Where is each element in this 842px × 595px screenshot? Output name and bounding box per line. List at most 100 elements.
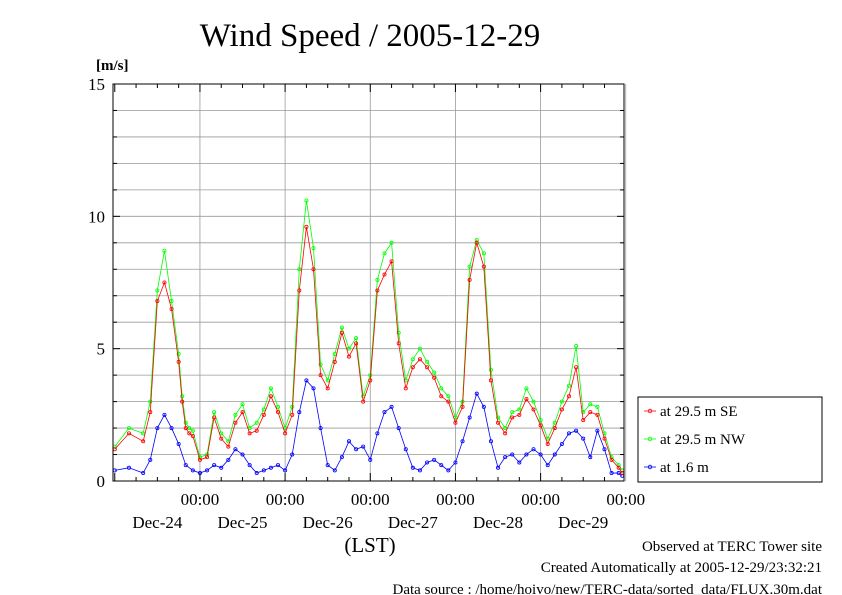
- x-day-label: Dec-26: [303, 513, 353, 532]
- data-point: [453, 460, 458, 465]
- data-point: [183, 463, 188, 468]
- data-point: [311, 246, 316, 251]
- data-point: [240, 410, 245, 415]
- data-point: [311, 267, 316, 272]
- data-point: [474, 238, 479, 243]
- data-point: [169, 306, 174, 311]
- data-point: [389, 259, 394, 264]
- data-point: [588, 410, 593, 415]
- data-point: [187, 431, 192, 436]
- data-point: [332, 359, 337, 364]
- data-point: [602, 447, 607, 452]
- data-point: [588, 402, 593, 407]
- data-point: [382, 251, 387, 256]
- data-point: [574, 428, 579, 433]
- data-point: [368, 378, 373, 383]
- data-point: [425, 460, 430, 465]
- data-point: [538, 423, 543, 428]
- data-point: [361, 444, 366, 449]
- chart-title: Wind Speed / 2005-12-29: [200, 18, 541, 54]
- data-point: [219, 436, 224, 441]
- data-point: [460, 404, 465, 409]
- data-point: [261, 412, 266, 417]
- data-point: [205, 455, 210, 460]
- data-point: [616, 465, 621, 470]
- data-point: [339, 330, 344, 335]
- data-point: [481, 251, 486, 256]
- x-day-label: Dec-24: [132, 513, 183, 532]
- data-point: [510, 415, 515, 420]
- data-point: [318, 426, 323, 431]
- data-point: [552, 452, 557, 457]
- data-point: [439, 394, 444, 399]
- data-point: [126, 431, 131, 436]
- data-point: [346, 354, 351, 359]
- data-point: [410, 365, 415, 370]
- data-point: [559, 399, 564, 404]
- data-point: [417, 468, 422, 473]
- x-tick-label: 00:00: [181, 490, 220, 509]
- data-point: [283, 431, 288, 436]
- data-point: [481, 404, 486, 409]
- data-point: [609, 457, 614, 462]
- data-point: [240, 452, 245, 457]
- data-point: [339, 325, 344, 330]
- data-point: [531, 399, 536, 404]
- y-tick-label: 0: [97, 472, 106, 491]
- data-point: [247, 463, 252, 468]
- data-point: [283, 468, 288, 473]
- legend-box: [637, 396, 823, 483]
- data-point: [574, 344, 579, 349]
- data-point: [496, 465, 501, 470]
- series-layer: [112, 198, 625, 478]
- data-point: [162, 280, 167, 285]
- data-point: [439, 386, 444, 391]
- footer-observed: Observed at TERC Tower site: [642, 539, 822, 555]
- data-point: [552, 426, 557, 431]
- data-point: [375, 431, 380, 436]
- data-point: [247, 431, 252, 436]
- data-point: [538, 418, 543, 423]
- data-point: [517, 460, 522, 465]
- data-point: [368, 457, 373, 462]
- x-day-label: Dec-27: [388, 513, 439, 532]
- data-point: [304, 198, 309, 203]
- data-point: [318, 373, 323, 378]
- data-point: [212, 463, 217, 468]
- data-point: [467, 264, 472, 269]
- data-point: [276, 410, 281, 415]
- data-point: [595, 404, 600, 409]
- data-point: [226, 457, 231, 462]
- data-point: [325, 386, 330, 391]
- axes: 0 5 10 15 00:00 Dec-24 00:00 Dec-25 00:00 Dec-26 0…: [88, 75, 645, 532]
- data-point: [566, 383, 571, 388]
- data-point: [339, 455, 344, 460]
- data-point: [361, 399, 366, 404]
- x-day-label: Dec-28: [473, 513, 523, 532]
- x-day-label: Dec-25: [218, 513, 268, 532]
- data-point: [205, 468, 210, 473]
- data-point: [517, 407, 522, 412]
- x-day-label: Dec-29: [558, 513, 608, 532]
- x-axis-label: (LST): [344, 533, 395, 557]
- data-point: [176, 441, 181, 446]
- data-point: [503, 455, 508, 460]
- data-point: [311, 386, 316, 391]
- data-point: [417, 346, 422, 351]
- data-point: [318, 362, 323, 367]
- data-point: [354, 341, 359, 346]
- data-point: [595, 428, 600, 433]
- data-point: [325, 378, 330, 383]
- data-point: [410, 465, 415, 470]
- data-point: [410, 357, 415, 362]
- data-point: [190, 434, 195, 439]
- data-point: [581, 418, 586, 423]
- data-point: [297, 267, 302, 272]
- data-point: [183, 420, 188, 425]
- data-point: [503, 431, 508, 436]
- series-line-2: [114, 379, 623, 477]
- data-point: [396, 330, 401, 335]
- data-point: [503, 426, 508, 431]
- data-point: [382, 272, 387, 277]
